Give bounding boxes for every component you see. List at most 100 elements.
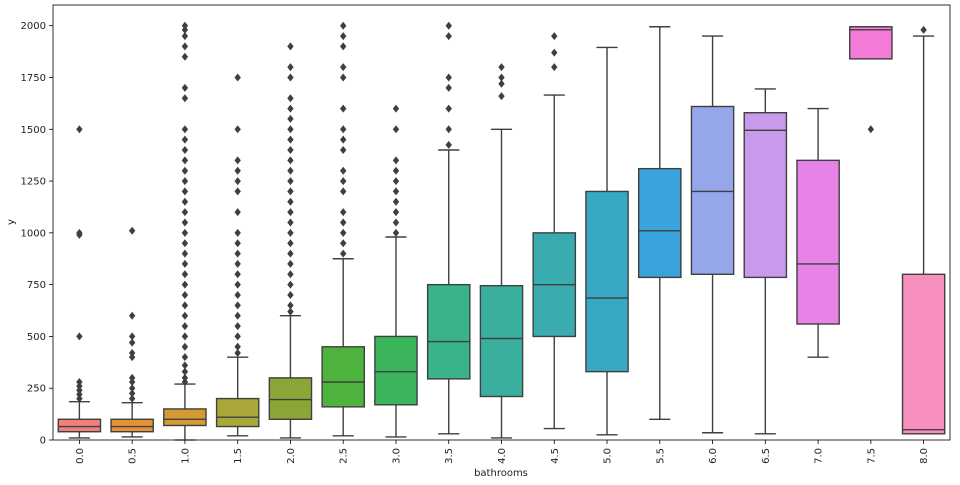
- outlier-point: [181, 135, 189, 144]
- outlier-point: [392, 208, 400, 217]
- outlier-point: [76, 382, 83, 391]
- outlier-point: [181, 311, 189, 320]
- y-tick-label: 500: [27, 332, 46, 343]
- iqr-box: [849, 26, 893, 60]
- outlier-point: [445, 140, 452, 149]
- outlier-point: [498, 92, 505, 101]
- x-tick-label: 5.5: [655, 448, 666, 464]
- iqr-box: [479, 284, 524, 398]
- y-axis: 0 250 500 750 1000 1250 1500 1750 2000: [21, 21, 53, 447]
- outlier-point: [287, 73, 294, 82]
- outlier-point: [128, 353, 136, 362]
- box-group: [585, 46, 629, 436]
- outlier-point: [181, 367, 189, 376]
- x-tick-label: 7.0: [814, 448, 825, 464]
- outlier-point: [445, 73, 452, 82]
- outlier-point: [287, 177, 294, 186]
- outlier-point: [76, 386, 83, 395]
- iqr-box: [585, 190, 629, 373]
- x-tick-label: 1.5: [233, 448, 244, 464]
- box-group: [796, 107, 840, 358]
- iqr-box: [901, 273, 946, 435]
- outlier-point: [128, 378, 136, 386]
- x-tick-label: 6.5: [761, 448, 772, 464]
- box-group: [163, 21, 207, 441]
- outlier-point: [287, 63, 294, 72]
- outlier-point: [181, 322, 189, 331]
- outlier-point: [234, 280, 241, 289]
- outlier-point: [234, 301, 241, 310]
- outlier-point: [287, 228, 294, 237]
- iqr-box: [690, 105, 735, 275]
- outlier-point: [287, 259, 294, 268]
- box-group: [426, 21, 471, 435]
- x-tick-label: 1.0: [180, 448, 191, 464]
- outlier-point: [287, 166, 294, 175]
- outlier-point: [445, 21, 452, 30]
- box-group: [901, 25, 946, 435]
- outlier-point: [287, 307, 294, 316]
- outlier-point: [181, 378, 189, 386]
- x-tick-label: 0.5: [128, 448, 139, 464]
- y-tick-label: 750: [27, 280, 46, 291]
- outlier-point: [287, 156, 294, 165]
- outlier-point: [181, 208, 189, 217]
- iqr-box: [796, 159, 840, 325]
- outlier-point: [445, 83, 452, 92]
- iqr-box: [426, 283, 471, 380]
- outlier-point: [128, 338, 136, 347]
- outlier-point: [287, 135, 294, 144]
- iqr-box: [110, 418, 154, 433]
- outlier-point: [128, 226, 136, 235]
- outlier-point: [445, 32, 452, 41]
- outlier-point: [234, 166, 241, 175]
- outlier-point: [181, 52, 189, 61]
- outlier-point: [181, 373, 189, 382]
- outlier-point: [76, 394, 83, 403]
- x-tick-label: 2.0: [286, 448, 297, 464]
- outlier-point: [551, 32, 558, 41]
- outlier-point: [287, 280, 294, 289]
- y-tick-label: 0: [40, 436, 46, 447]
- box-group: [532, 32, 577, 430]
- outlier-point: [234, 125, 241, 134]
- outlier-point: [181, 332, 189, 341]
- outlier-point: [181, 361, 189, 370]
- outlier-point: [181, 342, 189, 351]
- outlier-point: [181, 270, 189, 279]
- outlier-point: [234, 259, 241, 268]
- outlier-point: [234, 332, 241, 341]
- outlier-point: [498, 63, 505, 72]
- outlier-point: [234, 349, 241, 357]
- outlier-point: [287, 197, 294, 206]
- outlier-point: [287, 301, 294, 310]
- outlier-point: [340, 42, 347, 51]
- outlier-point: [234, 156, 241, 165]
- outlier-point: [287, 104, 294, 113]
- outlier-point: [551, 48, 558, 57]
- outlier-point: [128, 384, 136, 393]
- y-axis-label: y: [6, 219, 17, 225]
- x-tick-label: 4.0: [497, 448, 508, 464]
- outlier-point: [340, 166, 347, 175]
- outlier-point: [287, 208, 294, 217]
- outlier-point: [340, 228, 347, 237]
- outlier-point: [76, 390, 83, 399]
- box-group: [849, 26, 893, 134]
- outlier-point: [287, 249, 294, 258]
- outlier-point: [287, 270, 294, 279]
- box-group: [690, 35, 735, 434]
- outlier-point: [181, 94, 189, 103]
- outlier-point: [234, 208, 241, 217]
- outlier-point: [181, 291, 189, 299]
- box-group: [110, 226, 154, 438]
- outlier-point: [287, 114, 294, 123]
- outlier-point: [181, 197, 189, 206]
- outlier-point: [76, 378, 83, 386]
- outlier-point: [340, 177, 347, 186]
- x-tick-label: 2.5: [339, 448, 350, 464]
- outlier-point: [128, 311, 136, 320]
- outlier-point: [181, 42, 189, 51]
- box-group: [374, 104, 418, 438]
